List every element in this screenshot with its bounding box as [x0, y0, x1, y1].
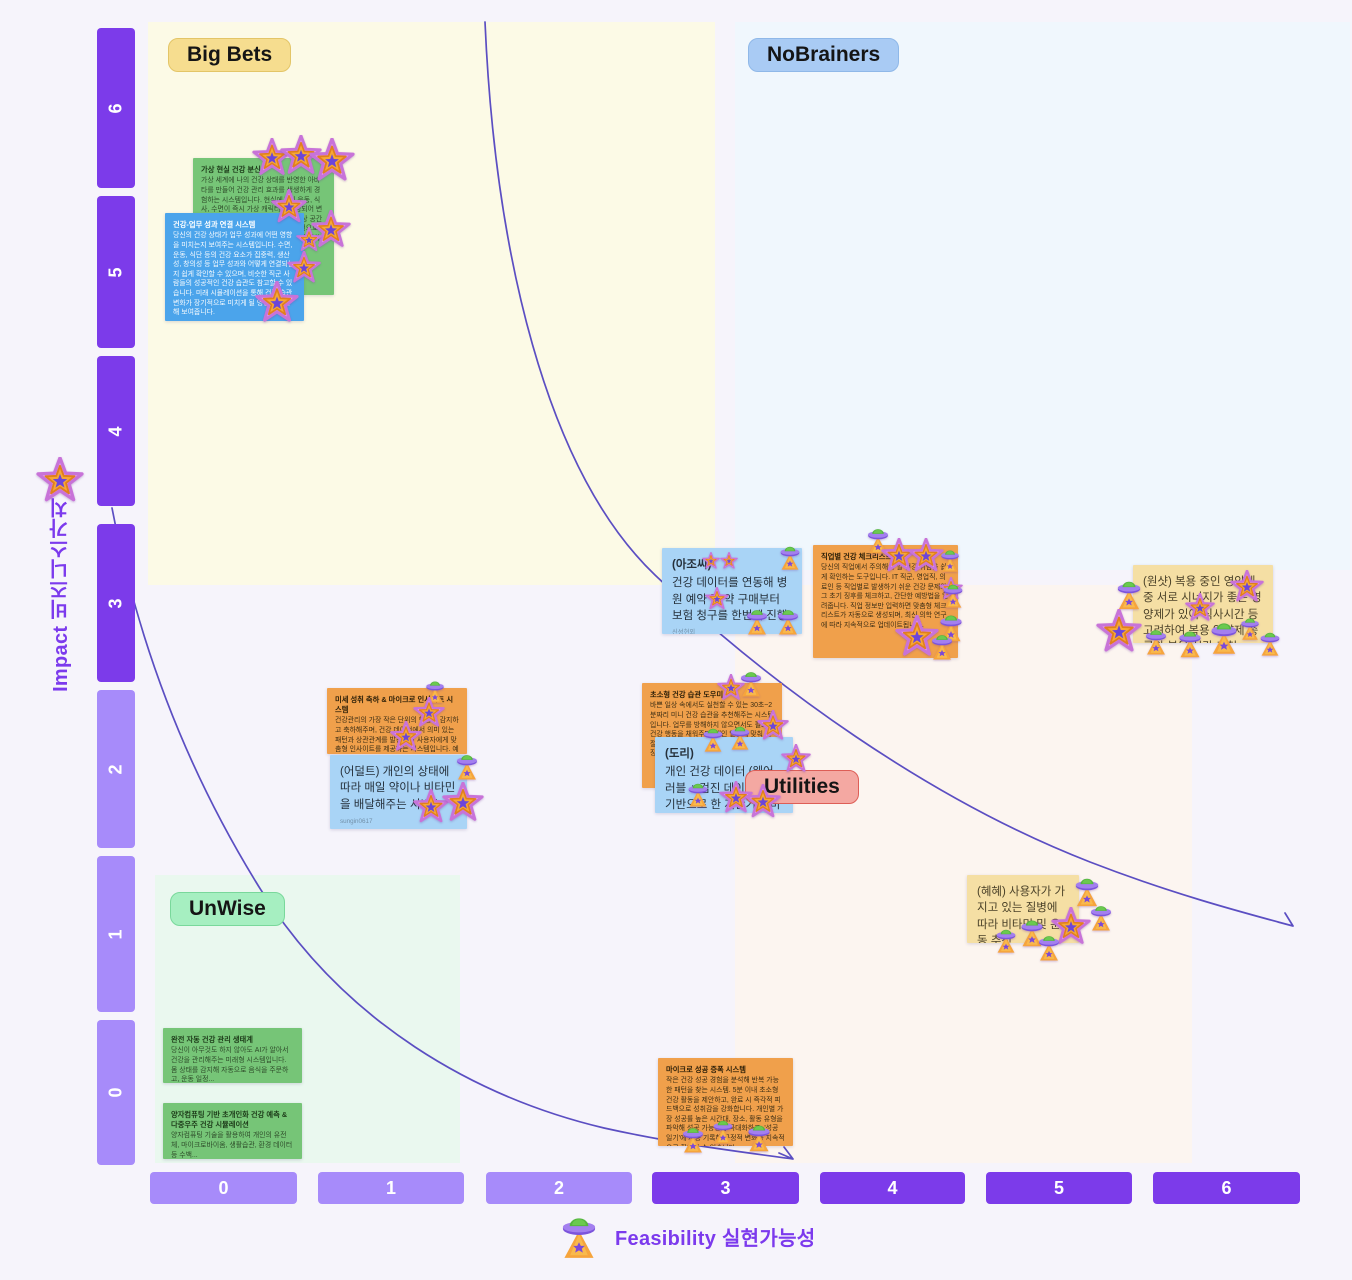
x-tick-number: 4: [887, 1177, 898, 1198]
ufo-sticker[interactable]: [451, 750, 483, 782]
ufo-sticker[interactable]: [741, 605, 773, 637]
ufo-sticker[interactable]: [775, 542, 805, 572]
x-axis-tick-3: 3: [652, 1172, 799, 1204]
sticky-note-body: 당신의 건강 상태가 업무 성과에 어떤 영향을 미치는지 보여주는 시스템입니…: [173, 232, 295, 317]
quadrant-region-nobrainers: [735, 22, 1350, 570]
star-sticker[interactable]: [287, 251, 321, 285]
y-tick-number: 4: [105, 425, 126, 437]
star-sticker[interactable]: [720, 552, 738, 570]
x-axis-tick-5: 5: [986, 1172, 1132, 1204]
x-tick-number: 5: [1053, 1177, 1064, 1198]
star-sticker[interactable]: [705, 587, 729, 611]
x-axis-tick-0: 0: [150, 1172, 297, 1204]
x-axis-tick-2: 2: [486, 1172, 632, 1204]
ufo-icon: [553, 1210, 605, 1262]
x-tick-number: 1: [385, 1177, 396, 1198]
y-tick-number: 3: [105, 597, 126, 609]
y-tick-number: 2: [105, 763, 126, 775]
ufo-sticker[interactable]: [698, 724, 728, 754]
star-sticker[interactable]: [781, 744, 811, 774]
sticky-note-quantum-simulation[interactable]: 양자컴퓨팅 기반 초개인화 건강 예측 & 다중우주 건강 시뮬레이션 양자컴퓨팅…: [163, 1103, 302, 1159]
star-sticker[interactable]: [390, 721, 422, 753]
y-axis-tick-3: 3: [97, 524, 135, 682]
quadrant-label-unwise[interactable]: UnWise: [170, 892, 285, 926]
ufo-sticker[interactable]: [1033, 931, 1065, 963]
sticky-note-title: 가상 현실 건강 분신: [201, 165, 261, 174]
y-axis-tick-4: 4: [97, 356, 135, 506]
ufo-sticker[interactable]: [683, 779, 713, 809]
quadrant-region-utilities: [735, 585, 1192, 1163]
ufo-sticker[interactable]: [938, 580, 968, 610]
ufo-sticker[interactable]: [991, 925, 1021, 955]
y-axis-tick-2: 2: [97, 690, 135, 848]
star-sticker[interactable]: [757, 710, 789, 742]
ufo-sticker[interactable]: [1173, 626, 1207, 660]
sticky-note-title: 마이크로 성공 증폭 시스템: [666, 1065, 746, 1074]
quadrant-label-nobrainers[interactable]: NoBrainers: [748, 38, 900, 72]
sticky-note-title: 건강-업무 성과 연결 시스템: [173, 220, 256, 229]
star-sticker[interactable]: [442, 782, 484, 824]
ufo-sticker[interactable]: [1140, 625, 1172, 657]
ufo-sticker[interactable]: [742, 1120, 776, 1154]
sticky-note-body: 양자컴퓨팅 기술을 활용하여 개인의 유전체, 마이크로바이옴, 생활습관, 환…: [171, 1132, 293, 1159]
x-axis-tick-6: 6: [1153, 1172, 1300, 1204]
y-tick-number: 5: [105, 266, 126, 278]
quadrant-label-big-bets[interactable]: Big Bets: [168, 38, 292, 72]
x-axis-tick-4: 4: [820, 1172, 965, 1204]
star-sticker[interactable]: [36, 457, 84, 505]
ufo-sticker[interactable]: [708, 1116, 738, 1146]
y-axis-tick-6: 6: [97, 28, 135, 188]
y-axis-tick-5: 5: [97, 196, 135, 348]
star-sticker[interactable]: [1230, 570, 1264, 604]
ufo-sticker[interactable]: [936, 546, 964, 574]
x-tick-number: 6: [1221, 1177, 1232, 1198]
ufo-sticker[interactable]: [1255, 628, 1285, 658]
x-axis-title: Feasibility 실현가능성: [615, 1227, 816, 1250]
star-sticker[interactable]: [296, 227, 322, 253]
x-tick-number: 2: [553, 1177, 564, 1198]
star-sticker[interactable]: [717, 674, 745, 702]
star-sticker[interactable]: [702, 552, 720, 570]
x-axis-title-group: Feasibility 실현가능성: [553, 1210, 815, 1262]
y-tick-number: 0: [105, 1087, 126, 1098]
star-sticker[interactable]: [1096, 609, 1142, 655]
ufo-sticker[interactable]: [926, 630, 958, 662]
x-tick-number: 0: [218, 1177, 229, 1198]
sticky-note-title: 양자컴퓨팅 기반 초개인화 건강 예측 & 다중우주 건강 시뮬레이션: [171, 1110, 288, 1130]
star-sticker[interactable]: [745, 784, 781, 820]
sticky-note-body: 당신이 아무것도 하지 않아도 AI가 알아서 건강을 관리해주는 미래형 시스…: [171, 1047, 289, 1083]
y-axis-tick-1: 1: [97, 856, 135, 1012]
y-axis-title: Impact 비즈니스가치: [50, 498, 72, 692]
ufo-sticker[interactable]: [1111, 576, 1147, 612]
ufo-sticker[interactable]: [772, 605, 804, 637]
star-sticker[interactable]: [255, 281, 299, 325]
y-tick-number: 1: [105, 928, 126, 940]
ufo-sticker[interactable]: [725, 722, 755, 752]
ufo-sticker[interactable]: [677, 1123, 709, 1155]
y-tick-number: 6: [105, 102, 126, 114]
star-sticker[interactable]: [271, 189, 307, 225]
star-sticker[interactable]: [309, 138, 355, 184]
x-axis-tick-1: 1: [318, 1172, 464, 1204]
y-axis-tick-0: 0: [97, 1020, 135, 1165]
sticky-note-title: 완전 자동 건강 관리 생태계: [171, 1035, 253, 1044]
x-tick-number: 3: [720, 1177, 731, 1198]
